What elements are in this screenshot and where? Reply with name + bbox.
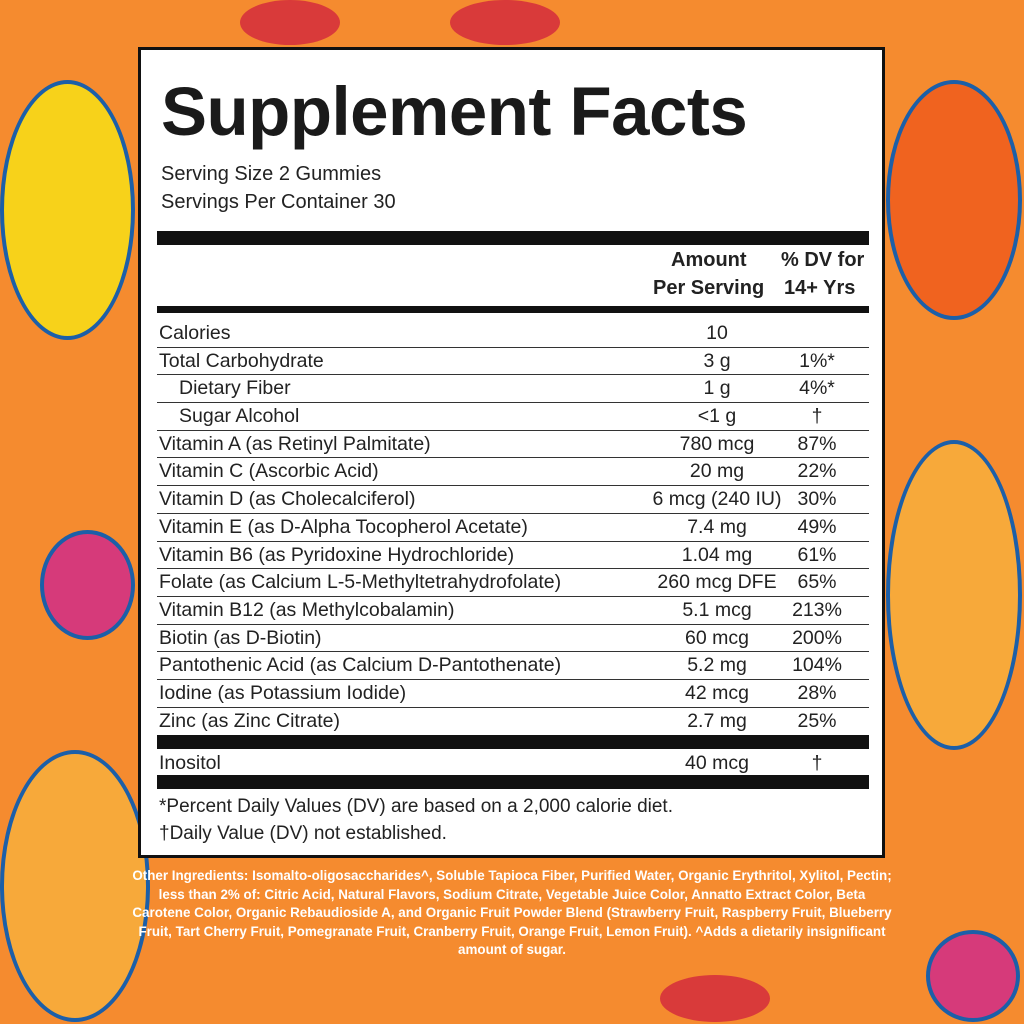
table-row: Zinc (as Zinc Citrate) 2.7 mg 25% — [157, 708, 869, 736]
nutrient-name: Folate (as Calcium L-5-Methyltetrahydrof… — [159, 571, 562, 594]
dv-header: % DV for — [781, 249, 865, 271]
table-row: Vitamin C (Ascorbic Acid) 20 mg 22% — [157, 458, 869, 487]
nutrient-name: Vitamin D (as Cholecalciferol) — [159, 488, 416, 511]
lemon-illustration — [0, 80, 135, 340]
nutrient-dv: † — [811, 752, 823, 774]
nutrient-dv: 22% — [797, 460, 837, 483]
nutrient-name: Vitamin B12 (as Methylcobalamin) — [159, 598, 455, 621]
table-row: Iodine (as Potassium Iodide) 42 mcg 28% — [157, 680, 869, 708]
other-ingredients: Other Ingredients: Isomalto-oligosacchar… — [132, 868, 892, 958]
table-row: Pantothenic Acid (as Calcium D-Pantothen… — [157, 652, 869, 680]
nutrient-name: Zinc (as Zinc Citrate) — [159, 709, 340, 732]
nutrient-name: Sugar Alcohol — [179, 405, 300, 428]
papaya-illustration-bottom — [0, 750, 150, 1022]
nutrient-name: Total Carbohydrate — [159, 349, 324, 372]
nutrient-dv: 25% — [797, 709, 837, 732]
nutrient-dv: 213% — [792, 598, 842, 621]
medium-divider — [157, 306, 869, 313]
footnote-dagger: †Daily Value (DV) not established. — [159, 823, 447, 844]
servings-per-container: Servings Per Container 30 — [161, 191, 396, 213]
footnote-dv: *Percent Daily Values (DV) are based on … — [159, 796, 673, 817]
table-row: Total Carbohydrate 3 g 1%* — [157, 348, 869, 376]
nutrient-amount: 20 mg — [689, 460, 745, 483]
nutrient-dv: 87% — [797, 432, 837, 455]
nutrient-name: Calories — [159, 322, 231, 344]
nutrient-amount: 5.1 mcg — [682, 598, 752, 621]
nutrient-name: Vitamin E (as D-Alpha Tocopherol Acetate… — [159, 515, 528, 538]
nutrient-amount: <1 g — [697, 405, 737, 428]
nutrient-amount: 10 — [706, 322, 728, 344]
table-row: Vitamin B12 (as Methylcobalamin) 5.1 mcg 2… — [157, 597, 869, 625]
nutrient-dv: 65% — [797, 571, 837, 594]
table-row: Vitamin E (as D-Alpha Tocopherol Acetate… — [157, 514, 869, 542]
nutrient-amount: 780 mcg — [679, 432, 755, 455]
nutrient-name: Iodine (as Potassium Iodide) — [159, 681, 407, 704]
nutrient-name: Dietary Fiber — [179, 377, 291, 400]
strawberry-illustration-2 — [450, 0, 560, 45]
nutrient-name: Pantothenic Acid (as Calcium D-Pantothen… — [159, 654, 562, 677]
table-row: Folate (as Calcium L-5-Methyltetrahydrof… — [157, 569, 869, 597]
page-title: Supplement Facts — [161, 73, 748, 150]
nutrient-dv: 104% — [792, 654, 842, 677]
table-row-inositol: Inositol 40 mcg † — [157, 750, 869, 778]
nutrient-amount: 6 mcg (240 IU) — [652, 488, 782, 511]
nutrient-dv: 28% — [797, 681, 837, 704]
nutrient-name: Vitamin A (as Retinyl Palmitate) — [159, 432, 431, 455]
table-row: Sugar Alcohol <1 g † — [157, 403, 869, 431]
table-row: Vitamin B6 (as Pyridoxine Hydrochloride)… — [157, 542, 869, 570]
table-row: Vitamin D (as Cholecalciferol) 6 mcg (240… — [157, 486, 869, 514]
table-row: Dietary Fiber 1 g 4%* — [157, 375, 869, 404]
cherry-illustration — [40, 530, 135, 640]
nutrient-amount: 1.04 mg — [681, 543, 753, 566]
nutrient-amount: 40 mcg — [685, 752, 749, 774]
nutrient-dv: 30% — [797, 488, 837, 511]
nutrient-dv: † — [811, 405, 823, 428]
nutrient-name: Inositol — [159, 752, 221, 774]
supplement-facts-panel: Supplement Facts Serving Size 2 Gummies … — [138, 47, 885, 858]
nutrient-amount: 1 g — [703, 377, 731, 400]
papaya-illustration — [886, 440, 1022, 750]
orange-illustration — [886, 80, 1022, 320]
strawberry-illustration — [240, 0, 340, 45]
cherry-illustration-bottom — [926, 930, 1020, 1022]
amount-header-2: Per Serving — [653, 277, 765, 299]
other-table: Inositol 40 mcg † — [157, 750, 869, 778]
nutrient-dv: 49% — [797, 515, 837, 538]
table-row: Calories 10 — [157, 320, 869, 348]
nutrient-dv: 61% — [797, 543, 837, 566]
strawberry-illustration-bottom — [660, 975, 770, 1022]
nutrient-amount: 3 g — [703, 349, 731, 372]
thick-divider-2 — [157, 735, 869, 749]
nutrient-name: Biotin (as D-Biotin) — [159, 626, 322, 649]
nutrient-name: Vitamin C (Ascorbic Acid) — [159, 460, 379, 483]
nutrient-table: Calories 10 Total Carbohydrate 3 g 1%* Dietar… — [157, 320, 869, 735]
thick-divider-3 — [157, 775, 869, 789]
nutrient-amount: 2.7 mg — [687, 709, 747, 732]
nutrient-name: Vitamin B6 (as Pyridoxine Hydrochloride) — [159, 543, 515, 566]
serving-size: Serving Size 2 Gummies — [161, 163, 382, 185]
amount-header: Amount — [671, 249, 747, 271]
nutrient-amount: 5.2 mg — [687, 654, 747, 677]
nutrient-amount: 42 mcg — [685, 681, 749, 704]
table-row: Biotin (as D-Biotin) 60 mcg 200% — [157, 625, 869, 653]
nutrient-dv: 1%* — [799, 349, 835, 372]
nutrient-amount: 60 mcg — [685, 626, 749, 649]
dv-header-2: 14+ Yrs — [784, 277, 856, 299]
nutrient-amount: 7.4 mg — [687, 515, 747, 538]
table-row: Vitamin A (as Retinyl Palmitate) 780 mcg 8… — [157, 431, 869, 459]
nutrient-dv: 4%* — [799, 377, 835, 400]
thick-divider — [157, 231, 869, 245]
nutrient-amount: 260 mcg DFE — [657, 571, 777, 594]
nutrient-dv: 200% — [792, 626, 842, 649]
